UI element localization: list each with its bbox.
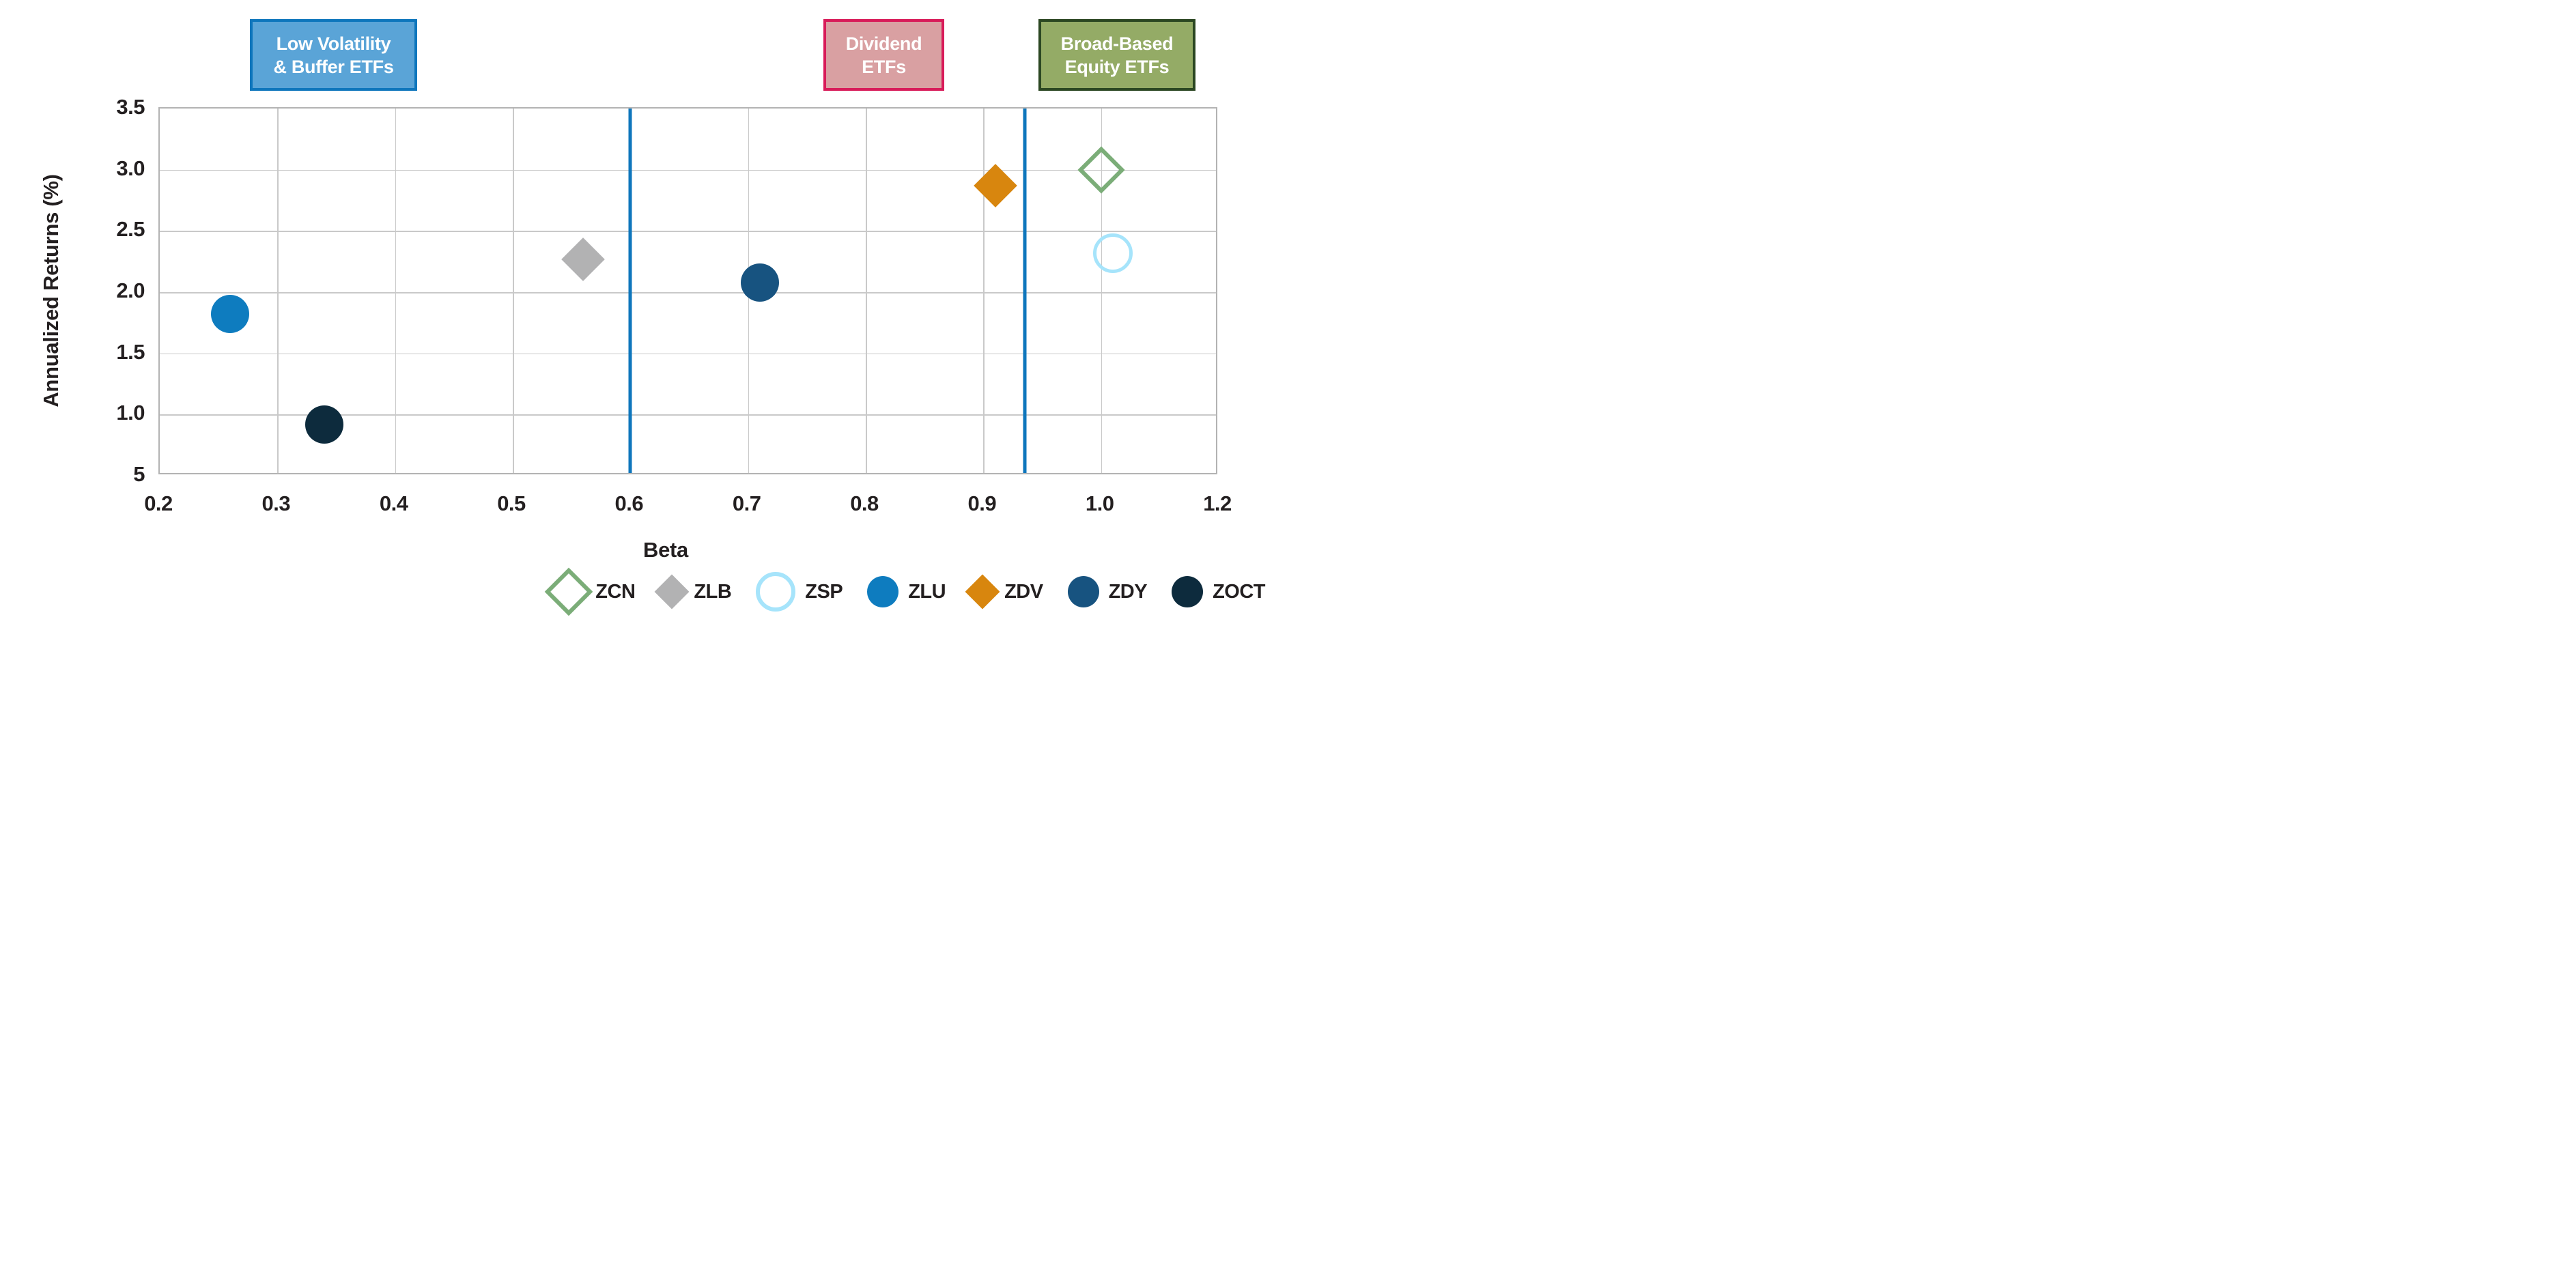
x-tick-label: 0.7: [732, 491, 761, 515]
circle-icon: [1172, 576, 1204, 607]
y-tick-label: 2.0: [116, 278, 145, 302]
category-box-label: Broad-Based Equity ETFs: [1060, 33, 1174, 77]
legend-label: ZCN: [595, 580, 636, 603]
y-gridline: [160, 414, 1216, 416]
x-tick-label: 1.2: [1203, 491, 1232, 515]
category-box-label: Low Volatility & Buffer ETFs: [273, 33, 394, 77]
y-gridline: [160, 353, 1216, 355]
category-box-low-volatility-buffer-etfs: Low Volatility & Buffer ETFs: [250, 19, 417, 91]
legend-item-zsp: ZSP: [756, 572, 843, 612]
x-tick-label: 0.9: [967, 491, 997, 515]
legend-item-zlu: ZLU: [867, 576, 946, 607]
data-point-zoct: [305, 405, 344, 444]
legend-item-zdy: ZDY: [1067, 576, 1148, 607]
legend-label: ZSP: [805, 580, 843, 603]
category-box-label: Dividend ETFs: [845, 33, 922, 77]
y-tick-label: 3.0: [116, 156, 145, 180]
legend-label: ZOCT: [1213, 580, 1265, 603]
legend-item-zoct: ZOCT: [1172, 576, 1265, 607]
circle-icon: [1067, 576, 1099, 607]
x-gridline: [1101, 109, 1103, 473]
segment-divider-line: [1023, 109, 1027, 473]
circle-icon: [867, 576, 899, 607]
legend-label: ZLB: [694, 580, 732, 603]
y-tick-label: 1.0: [116, 401, 145, 425]
y-tick-label: 2.5: [116, 217, 145, 242]
x-gridline: [866, 109, 867, 473]
diamond-icon: [654, 574, 690, 609]
legend-label: ZLU: [908, 580, 946, 603]
x-tick-label: 0.5: [497, 491, 526, 515]
plot-area: [158, 107, 1217, 474]
x-gridline: [983, 109, 985, 473]
x-tick-label: 1.0: [1085, 491, 1114, 515]
x-gridline: [513, 109, 514, 473]
legend-item-zdv: ZDV: [965, 574, 1043, 609]
category-box-dividend-etfs: Dividend ETFs: [823, 19, 944, 91]
data-point-zlu: [211, 295, 250, 334]
x-tick-label: 0.2: [144, 491, 173, 515]
y-tick-label: 5: [133, 462, 145, 486]
diamond-outline-icon: [544, 567, 593, 616]
x-tick-label: 0.4: [379, 491, 408, 515]
x-gridline: [395, 109, 397, 473]
legend-label: ZDV: [1004, 580, 1043, 603]
x-axis-title: Beta: [643, 538, 688, 562]
x-gridline: [277, 109, 279, 473]
legend-label: ZDY: [1108, 580, 1148, 603]
x-tick-label: 0.8: [850, 491, 879, 515]
y-gridline: [160, 292, 1216, 293]
data-point-zcn: [1077, 146, 1125, 194]
y-gridline: [160, 169, 1216, 171]
y-tick-label: 1.5: [116, 339, 145, 364]
diamond-icon: [965, 574, 1000, 609]
data-point-zlb: [561, 237, 606, 281]
y-gridline: [160, 231, 1216, 232]
data-point-zsp: [1092, 233, 1133, 273]
legend-item-zlb: ZLB: [654, 574, 732, 609]
category-box-broad-based-equity-etfs: Broad-Based Equity ETFs: [1038, 19, 1195, 91]
y-axis-title: Annualized Returns (%): [39, 174, 63, 407]
x-tick-label: 0.6: [614, 491, 644, 515]
segment-divider-line: [628, 109, 632, 473]
x-tick-label: 0.3: [261, 491, 291, 515]
y-tick-label: 3.5: [116, 95, 145, 119]
circle-outline-icon: [756, 572, 796, 612]
legend-item-zcn: ZCN: [544, 567, 636, 616]
legend: ZCN ZLB ZSP ZLU ZDV ZDY ZOCT: [544, 567, 1265, 616]
data-point-zdy: [740, 263, 779, 302]
etf-beta-returns-chart: Low Volatility & Buffer ETFs Dividend ET…: [0, 0, 1288, 639]
